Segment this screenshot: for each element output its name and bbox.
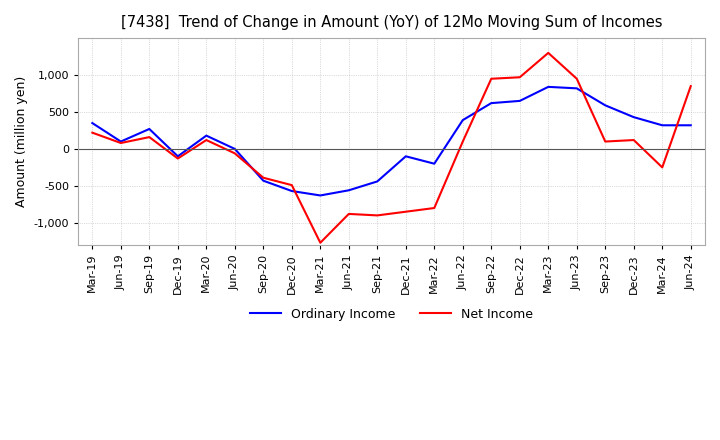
- Ordinary Income: [316, 193, 325, 198]
- Net Income: [259, 175, 268, 180]
- Ordinary Income: [287, 188, 296, 194]
- Y-axis label: Amount (million yen): Amount (million yen): [15, 76, 28, 207]
- Net Income: [459, 139, 467, 144]
- Ordinary Income: [174, 154, 182, 159]
- Net Income: [230, 151, 239, 156]
- Net Income: [487, 76, 495, 81]
- Net Income: [373, 213, 382, 218]
- Ordinary Income: [629, 114, 638, 120]
- Net Income: [316, 240, 325, 246]
- Ordinary Income: [259, 178, 268, 183]
- Net Income: [402, 209, 410, 214]
- Legend: Ordinary Income, Net Income: Ordinary Income, Net Income: [245, 303, 539, 326]
- Net Income: [629, 137, 638, 143]
- Net Income: [544, 50, 552, 55]
- Net Income: [174, 156, 182, 161]
- Ordinary Income: [572, 86, 581, 91]
- Ordinary Income: [430, 161, 438, 166]
- Ordinary Income: [658, 123, 667, 128]
- Net Income: [658, 165, 667, 170]
- Net Income: [344, 211, 353, 216]
- Ordinary Income: [601, 103, 610, 108]
- Ordinary Income: [516, 98, 524, 103]
- Net Income: [117, 140, 125, 146]
- Ordinary Income: [230, 146, 239, 151]
- Net Income: [202, 137, 211, 143]
- Ordinary Income: [117, 139, 125, 144]
- Net Income: [572, 76, 581, 81]
- Ordinary Income: [487, 100, 495, 106]
- Net Income: [430, 205, 438, 211]
- Net Income: [145, 135, 153, 140]
- Net Income: [686, 84, 695, 89]
- Ordinary Income: [145, 126, 153, 132]
- Net Income: [516, 75, 524, 80]
- Net Income: [601, 139, 610, 144]
- Net Income: [88, 130, 96, 136]
- Ordinary Income: [88, 121, 96, 126]
- Ordinary Income: [344, 187, 353, 193]
- Title: [7438]  Trend of Change in Amount (YoY) of 12Mo Moving Sum of Incomes: [7438] Trend of Change in Amount (YoY) o…: [121, 15, 662, 30]
- Ordinary Income: [202, 133, 211, 138]
- Ordinary Income: [373, 179, 382, 184]
- Ordinary Income: [686, 123, 695, 128]
- Line: Net Income: Net Income: [92, 53, 690, 243]
- Ordinary Income: [459, 117, 467, 123]
- Line: Ordinary Income: Ordinary Income: [92, 87, 690, 195]
- Ordinary Income: [544, 84, 552, 89]
- Net Income: [287, 183, 296, 188]
- Ordinary Income: [402, 154, 410, 159]
